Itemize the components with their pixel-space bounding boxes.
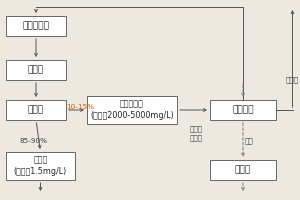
Text: 铬水收集池: 铬水收集池: [22, 21, 50, 30]
Text: 浓水收集池
(总铬：2000-5000mg/L): 浓水收集池 (总铬：2000-5000mg/L): [90, 100, 174, 120]
Bar: [210, 160, 276, 180]
Bar: [6, 152, 75, 180]
Text: 膜过滤: 膜过滤: [28, 106, 44, 114]
Bar: [6, 60, 66, 80]
Text: 滤过液
(总铬：1.5mg/L): 滤过液 (总铬：1.5mg/L): [14, 156, 67, 176]
Bar: [210, 100, 276, 120]
Text: 85-90%: 85-90%: [20, 138, 47, 144]
Bar: [6, 16, 66, 36]
Text: 铬泥: 铬泥: [244, 138, 253, 144]
Bar: [6, 100, 66, 120]
Bar: [87, 96, 177, 124]
Text: 气浮机: 气浮机: [28, 66, 44, 74]
Text: 加药沉淀: 加药沉淀: [232, 106, 254, 114]
Text: 10-15%: 10-15%: [67, 104, 94, 110]
Text: 压滤机: 压滤机: [235, 166, 251, 174]
Text: 混凝剂
助凝剂: 混凝剂 助凝剂: [190, 125, 203, 141]
Text: 上清液: 上清液: [286, 77, 299, 83]
